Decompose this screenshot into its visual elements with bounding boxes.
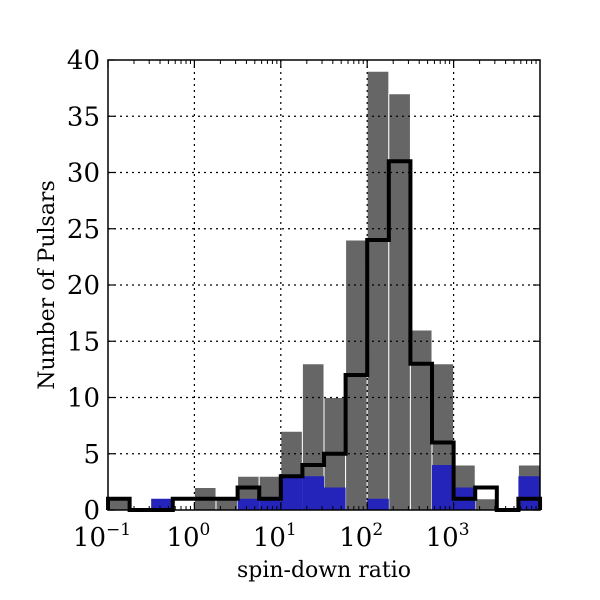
axes: 0 5 10 15 20 25 30 35 40 10−1 100 101 102 103 [67, 46, 541, 553]
step-series-line [106, 159, 543, 512]
bar [302, 476, 325, 510]
bar [431, 465, 454, 510]
y-tick-label: 5 [83, 440, 100, 470]
y-axis-label: Number of Pulsars [35, 180, 60, 390]
x-tick-label: 102 [339, 520, 383, 553]
y-tick-label: 15 [67, 327, 100, 357]
y-tick-label: 25 [67, 215, 100, 245]
bar [259, 498, 281, 510]
series-1 [151, 465, 541, 510]
y-tick-label: 30 [67, 159, 100, 189]
bar [366, 70, 390, 511]
bar [280, 476, 303, 510]
y-tick-label: 35 [67, 102, 100, 132]
x-tick-label: 103 [426, 520, 470, 553]
step-outline-series [106, 159, 543, 512]
bar [237, 498, 260, 510]
bar [151, 498, 173, 510]
x-axis-label: spin-down ratio [237, 558, 411, 583]
bar [388, 93, 411, 511]
grid-lines [108, 60, 540, 510]
x-tick-label: 101 [253, 520, 297, 553]
y-tick-label: 40 [67, 46, 100, 76]
bar [367, 498, 389, 510]
y-tick-label: 0 [83, 496, 100, 526]
bar [474, 498, 498, 511]
bar [518, 476, 541, 510]
x-tick-label: 100 [166, 520, 210, 553]
x-tick-label: 10−1 [73, 520, 131, 553]
y-tick-label: 20 [67, 271, 100, 301]
bar [409, 329, 433, 511]
bar [323, 487, 346, 510]
y-tick-label: 10 [67, 384, 100, 414]
